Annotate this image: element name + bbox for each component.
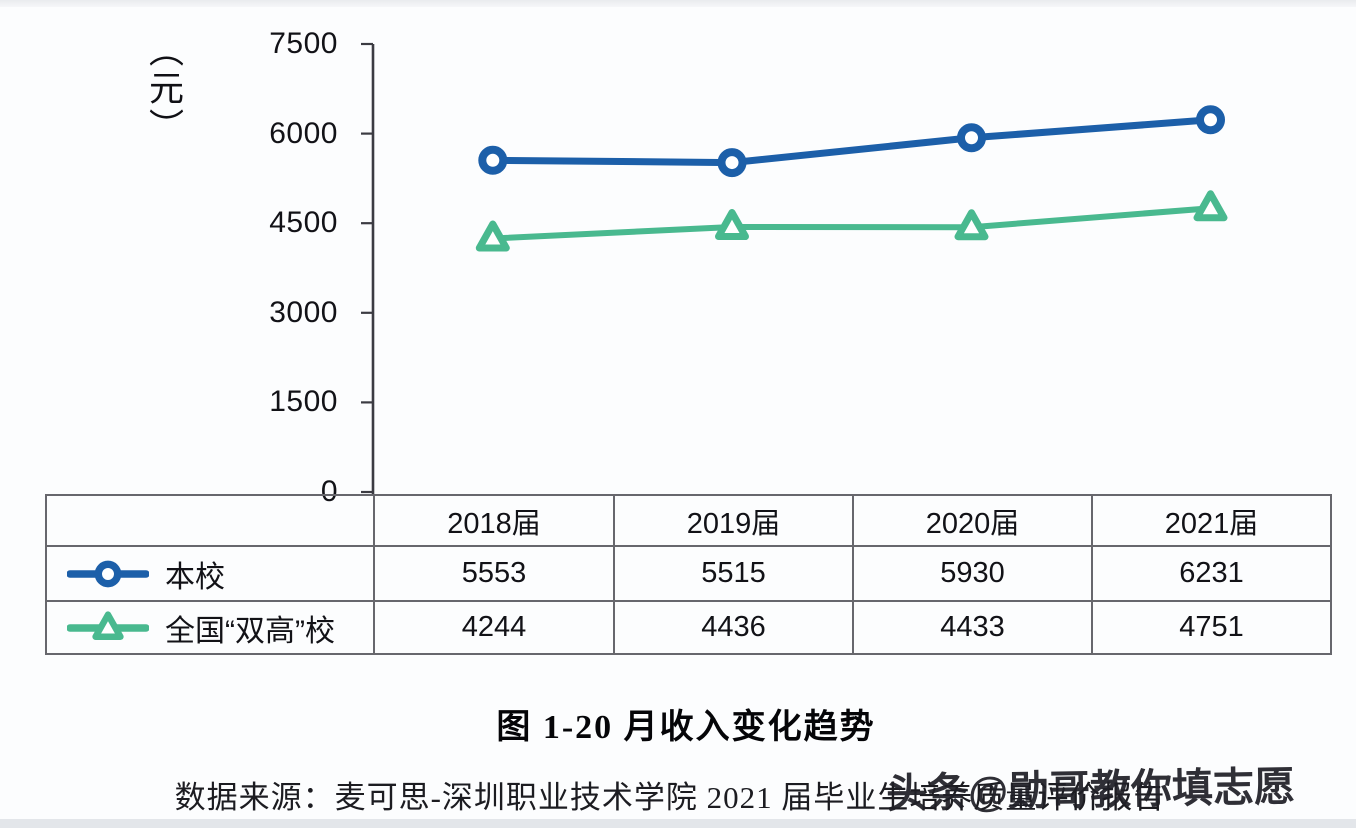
legend-line-circle-icon (67, 560, 149, 587)
table-header-row: 2018届 2019届 2020届 2021届 (45, 494, 1332, 547)
legend-cell-school: 本校 (45, 545, 375, 602)
table-row-school: 本校 5553 5515 5930 6231 (45, 545, 1332, 602)
value-national-2019: 4436 (613, 600, 854, 655)
table-corner-blank (45, 494, 375, 547)
column-header-2019: 2019届 (613, 494, 854, 547)
y-axis-tick-labels: 7500 6000 4500 3000 1500 0 (150, 27, 346, 508)
value-national-2021: 4751 (1091, 600, 1332, 655)
legend-cell-national: 全国“双高”校 (45, 600, 375, 655)
column-header-2018: 2018届 (373, 494, 615, 547)
figure-caption-title: 图 1-20 月收入变化趋势 (496, 709, 876, 746)
value-school-2020: 5930 (852, 545, 1093, 602)
data-source-line: 数据来源：麦可思-深圳职业技术学院 2021 届毕业生培养质量评价报告 (174, 780, 1166, 815)
column-header-2020: 2020届 (852, 494, 1093, 547)
y-tick-1500: 1500 (269, 385, 338, 419)
y-tick-4500: 4500 (269, 206, 338, 240)
series-label-school: 本校 (165, 560, 225, 594)
y-tick-6000: 6000 (269, 116, 338, 150)
y-axis-unit-label: （元） (144, 32, 183, 146)
value-national-2018: 4244 (373, 600, 615, 655)
data-table: 2018届 2019届 2020届 2021届 本校 5553 5515 593… (45, 494, 1332, 655)
value-school-2021: 6231 (1091, 545, 1332, 602)
column-header-2021: 2021届 (1091, 494, 1332, 547)
series-label-national: 全国“双高”校 (165, 614, 335, 648)
value-school-2019: 5515 (613, 545, 854, 602)
value-national-2020: 4433 (852, 600, 1093, 655)
watermark-text: 头条@勋哥教你填志愿 (885, 763, 1296, 817)
y-tick-3000: 3000 (269, 295, 338, 329)
screenshot-bottom-edge (0, 819, 1356, 828)
table-row-national: 全国“双高”校 4244 4436 4433 4751 (45, 600, 1332, 655)
y-tick-7500: 7500 (269, 27, 338, 60)
legend-line-triangle-icon (67, 610, 149, 640)
value-school-2018: 5553 (373, 545, 615, 602)
screenshot-top-edge (0, 0, 1356, 7)
